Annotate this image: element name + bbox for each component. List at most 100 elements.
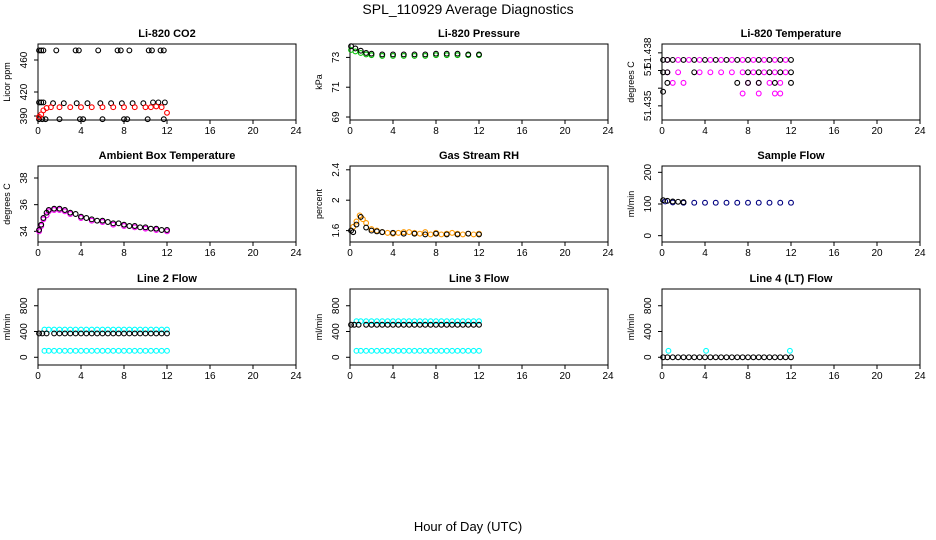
data-point — [443, 347, 450, 354]
x-tick-label: 16 — [828, 371, 840, 382]
data-point — [470, 318, 477, 325]
data-point — [422, 51, 429, 58]
data-point — [390, 347, 396, 354]
data-point — [368, 347, 375, 354]
data-series — [348, 43, 482, 58]
figure-title: SPL_110929 Average Diagnostics — [362, 1, 573, 17]
data-point — [78, 326, 84, 333]
data-point — [137, 326, 144, 333]
x-tick-label: 0 — [659, 371, 665, 382]
data-point — [379, 321, 386, 328]
data-point — [771, 69, 778, 76]
data-point — [433, 50, 439, 57]
x-tick-label: 16 — [516, 371, 528, 382]
data-point — [384, 318, 391, 325]
data-point — [788, 69, 794, 76]
data-series — [36, 47, 167, 54]
y-tick-label: 0 — [19, 354, 30, 360]
chart-panel: Li-820 CO2 Licor ppm 0 4 8 12 16 20 24 390 420 460 — [2, 28, 302, 137]
y-tick-label: 69 — [331, 111, 342, 123]
data-point — [745, 56, 751, 63]
data-point — [67, 330, 74, 337]
panel-title: Line 3 Flow — [449, 273, 509, 285]
data-point — [755, 56, 762, 63]
data-point — [144, 116, 151, 123]
data-point — [411, 318, 418, 325]
data-point — [153, 326, 160, 333]
data-point — [115, 347, 122, 354]
data-point — [433, 347, 439, 354]
data-point — [400, 230, 407, 237]
data-point — [355, 321, 362, 328]
data-point — [126, 347, 133, 354]
data-point — [766, 56, 773, 63]
data-point — [788, 354, 794, 361]
x-tick-label: 12 — [473, 248, 485, 259]
data-point — [454, 50, 461, 57]
data-point — [400, 347, 407, 354]
data-point — [723, 354, 730, 361]
x-tick-label: 16 — [516, 126, 528, 137]
y-tick-label: 51 — [643, 65, 654, 77]
data-point — [664, 79, 671, 86]
data-point — [67, 104, 74, 111]
data-point — [664, 197, 671, 204]
data-point — [384, 321, 391, 328]
panel-title: Line 2 Flow — [137, 273, 197, 285]
data-point — [465, 51, 472, 58]
data-point — [755, 354, 762, 361]
data-point — [771, 56, 778, 63]
x-tick-label: 8 — [433, 126, 439, 137]
chart-panel: Li-820 Pressure kPa 0 4 8 12 16 20 24 69 71 73 — [314, 28, 614, 137]
data-point — [110, 220, 117, 227]
data-series — [348, 213, 482, 238]
data-point — [373, 347, 380, 354]
data-point — [373, 318, 380, 325]
data-point — [153, 103, 160, 110]
y-axis-label: degrees C — [626, 61, 636, 103]
data-point — [368, 50, 375, 57]
plot-frame — [37, 43, 297, 121]
data-point — [691, 56, 698, 63]
data-point — [131, 347, 138, 354]
data-point — [755, 69, 762, 76]
data-point — [60, 100, 67, 107]
data-point — [702, 199, 708, 206]
data-point — [164, 109, 170, 116]
x-tick-label: 24 — [914, 248, 926, 259]
data-point — [110, 347, 117, 354]
data-point — [78, 104, 84, 111]
x-tick-label: 12 — [161, 371, 173, 382]
data-point — [395, 321, 402, 328]
data-point — [78, 330, 84, 337]
data-point — [745, 199, 751, 206]
y-tick-label: 400 — [19, 323, 30, 340]
data-point — [470, 347, 477, 354]
plot-frame — [661, 43, 921, 121]
data-point — [110, 104, 117, 111]
data-point — [390, 51, 396, 58]
plot-frame — [661, 288, 921, 366]
data-point — [357, 213, 364, 220]
data-point — [734, 354, 741, 361]
x-tick-label: 20 — [247, 371, 259, 382]
x-tick-label: 20 — [559, 126, 571, 137]
data-point — [121, 326, 127, 333]
data-point — [761, 56, 768, 63]
data-point — [755, 90, 762, 97]
x-tick-label: 16 — [828, 248, 840, 259]
data-point — [99, 104, 106, 111]
data-point — [84, 100, 91, 107]
y-axis-label: degrees C — [2, 183, 12, 225]
data-point — [766, 79, 773, 86]
data-point — [145, 47, 152, 54]
data-point — [83, 326, 90, 333]
data-point — [94, 347, 101, 354]
data-point — [707, 69, 714, 76]
data-point — [115, 330, 122, 337]
data-point — [395, 318, 402, 325]
data-point — [675, 69, 682, 76]
data-point — [443, 318, 450, 325]
x-tick-label: 8 — [745, 371, 751, 382]
